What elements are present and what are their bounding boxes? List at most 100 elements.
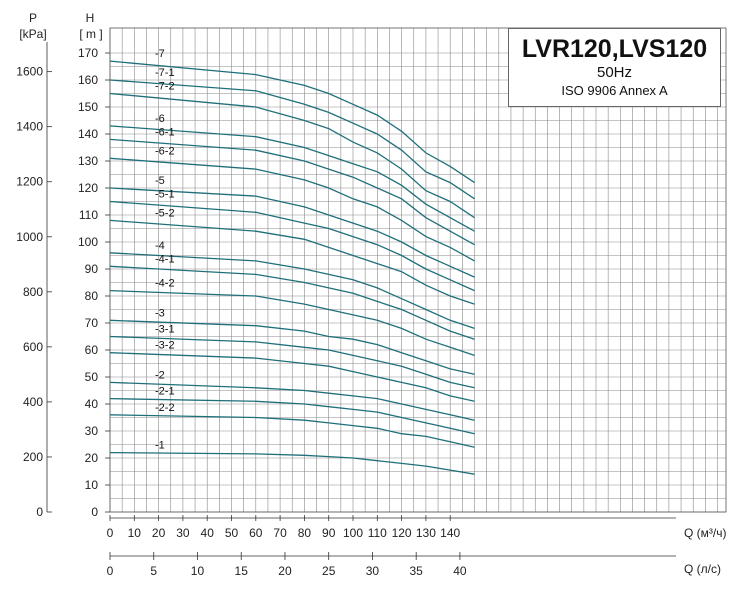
series-line: [109, 451, 475, 475]
series-label: -7-1: [155, 67, 175, 79]
x2-tick-label: 25: [322, 564, 336, 578]
series-line: [109, 289, 475, 357]
series-label: -5-1: [155, 189, 175, 201]
x-tick-label: 110: [368, 526, 387, 540]
series-line: [109, 187, 475, 278]
series-line: [109, 252, 475, 330]
series-label: -2-1: [155, 386, 175, 398]
series-label: -4: [155, 240, 165, 252]
series-line: [109, 125, 475, 232]
series-label: -2-2: [155, 402, 175, 414]
series-line: [109, 79, 475, 200]
series-line: [109, 92, 475, 219]
series-line: [109, 265, 475, 340]
series-line: [109, 138, 475, 246]
series-line: [109, 157, 475, 262]
y-tick-label: 120: [78, 181, 98, 195]
series-line: [109, 352, 475, 402]
y-tick-label: 170: [78, 46, 98, 60]
x-tick-label: 90: [322, 526, 336, 540]
series-label: -5-2: [155, 207, 175, 219]
y-tick-label: 50: [85, 370, 99, 384]
series-label: -3-2: [155, 340, 175, 352]
series-line: [109, 335, 475, 389]
x-tick-label: 130: [416, 526, 436, 540]
pressure-axis-unit: [kPa]: [19, 27, 46, 41]
y-tick-label: 0: [91, 505, 98, 519]
x-tick-label: 60: [249, 526, 263, 540]
x-tick-label: 80: [298, 526, 312, 540]
x-tick-label: 140: [440, 526, 460, 540]
y-tick-label: 10: [85, 478, 99, 492]
grid: [109, 27, 727, 513]
series-label: -3: [155, 307, 165, 319]
curves: [109, 60, 475, 475]
x2-tick-label: 10: [191, 564, 205, 578]
series-line: [109, 60, 475, 184]
x-tick-label: 40: [201, 526, 215, 540]
series-label: -6: [155, 113, 165, 125]
x-tick-label: 70: [273, 526, 287, 540]
x-tick-label: 20: [152, 526, 166, 540]
head-axis-unit: [ m ]: [79, 27, 102, 41]
pressure-tick-label: 200: [23, 450, 43, 464]
series-label: -5: [155, 175, 165, 187]
pressure-tick-label: 1200: [16, 175, 43, 189]
flow-axis-label-m3h: Q (м³/ч): [684, 526, 727, 540]
series-label: -6-1: [155, 126, 175, 138]
pressure-axis-title: P: [29, 11, 37, 25]
series-line: [109, 381, 475, 421]
y-tick-label: 80: [85, 289, 99, 303]
series-line: [109, 319, 475, 375]
chart-frequency: 50Hz: [596, 64, 633, 81]
x-tick-label: 50: [225, 526, 239, 540]
y-tick-label: 30: [85, 424, 99, 438]
curve-labels: -7 -7-1 -7-2 -6-6-1 -6-2 -5 -5-1 -5-2 -4-4-1 -4-2…: [155, 48, 175, 452]
series-label: -6-2: [155, 145, 175, 157]
x2-tick-label: 15: [235, 564, 249, 578]
axes: 0102030405060708090100110120130140150160…: [16, 42, 676, 578]
chart-title: LVR120,LVS120: [521, 35, 708, 63]
y-tick-label: 110: [79, 208, 98, 222]
x2-tick-label: 35: [410, 564, 424, 578]
pressure-tick-label: 1400: [16, 120, 43, 134]
pressure-tick-label: 1600: [16, 65, 43, 79]
series-line: [109, 200, 475, 292]
y-tick-label: 160: [78, 73, 98, 87]
y-tick-label: 130: [78, 154, 98, 168]
pressure-tick-label: 0: [36, 505, 43, 519]
pressure-tick-label: 800: [23, 285, 43, 299]
x2-tick-label: 0: [107, 564, 114, 578]
x-tick-label: 30: [176, 526, 190, 540]
x2-tick-label: 5: [150, 564, 157, 578]
y-tick-label: 40: [85, 397, 99, 411]
series-line: [109, 414, 475, 448]
series-label: -4-1: [155, 253, 175, 265]
y-tick-label: 20: [85, 451, 99, 465]
y-tick-label: 100: [78, 235, 98, 249]
series-label: -1: [155, 440, 165, 452]
y-tick-label: 140: [78, 127, 98, 141]
series-label: -4-2: [155, 278, 175, 290]
y-tick-label: 90: [85, 262, 99, 276]
series-label: -3-1: [155, 324, 175, 336]
x2-tick-label: 30: [366, 564, 380, 578]
series-line: [109, 397, 475, 435]
pressure-tick-label: 600: [23, 340, 43, 354]
y-tick-label: 60: [85, 343, 99, 357]
series-label: -7-2: [155, 81, 175, 93]
x-tick-label: 10: [128, 526, 142, 540]
chart-standard: ISO 9906 Annex A: [561, 83, 668, 98]
series-line: [109, 219, 475, 305]
x-tick-label: 120: [392, 526, 412, 540]
head-axis-title: H: [86, 11, 95, 25]
series-label: -2: [155, 369, 165, 381]
pressure-tick-label: 1000: [16, 230, 43, 244]
plot-frame: [109, 27, 727, 513]
y-tick-label: 70: [85, 316, 99, 330]
pressure-tick-label: 400: [23, 395, 43, 409]
x2-tick-label: 20: [278, 564, 292, 578]
x2-tick-label: 40: [453, 564, 467, 578]
y-tick-label: 150: [78, 100, 98, 114]
